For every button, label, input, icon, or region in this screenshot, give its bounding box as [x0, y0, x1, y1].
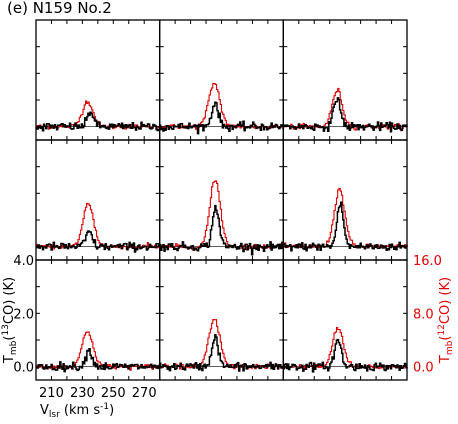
spectrum-panel-1-1 [159, 139, 285, 261]
series-13co-line [36, 230, 161, 253]
series-13co-line [159, 333, 285, 372]
x-tick-label: 250 [101, 386, 126, 401]
series-13co-line [159, 204, 285, 256]
panel-frame [282, 139, 408, 261]
x-tick-label: 210 [39, 386, 64, 401]
y-left-tick-label: 0.0 [13, 361, 34, 376]
spectrum-panel-1-2 [282, 139, 408, 261]
x-axis-label: Vlsr (km s-1) [40, 402, 114, 419]
label-group: Vlsr (km s-1) Tmb(13CO) (K) Tmb(12CO) (K) [1, 277, 455, 420]
series-12co-line [283, 187, 407, 249]
panel-group [35, 19, 408, 381]
spectrum-panel-0-2 [282, 19, 408, 141]
spectrum-panel-2-1 [159, 259, 285, 381]
series-12co-line [283, 87, 407, 132]
series-12co-line [159, 82, 284, 130]
spectrum-panel-0-0 [35, 19, 161, 141]
y-right-tick-label: 0.0 [413, 361, 434, 376]
y-right-tick-label: 16.0 [413, 254, 442, 269]
x-tick-label: 230 [70, 386, 95, 401]
series-13co-line [36, 347, 161, 373]
y-right-axis-label: Tmb(12CO) (K) [437, 277, 455, 364]
series-12co-line [36, 331, 160, 371]
y-left-tick-label: 2.0 [13, 307, 34, 322]
spectrum-panel-1-0 [35, 139, 161, 261]
spectrum-panel-2-0 [35, 259, 161, 381]
spectrum-panel-2-2 [282, 259, 408, 381]
spectrum-panel-0-1 [159, 19, 285, 141]
tick-group: 210 230 250 270 0.0 2.0 4.0 0.0 8.0 16.0 [13, 254, 442, 401]
x-tick-label: 270 [132, 386, 157, 401]
series-13co-line [283, 201, 408, 252]
y-left-tick-label: 4.0 [13, 254, 34, 269]
y-left-axis-label: Tmb(13CO) (K) [1, 277, 19, 364]
series-13co-line [159, 101, 285, 135]
series-13co-line [36, 111, 161, 132]
panel-frame [159, 139, 284, 261]
y-right-tick-label: 8.0 [413, 307, 434, 322]
series-13co-line [283, 338, 408, 373]
series-13co-line [283, 97, 408, 133]
series-12co-line [159, 180, 284, 251]
chart-title: (e) N159 No.2 [7, 0, 112, 17]
panel-frame [282, 259, 408, 381]
